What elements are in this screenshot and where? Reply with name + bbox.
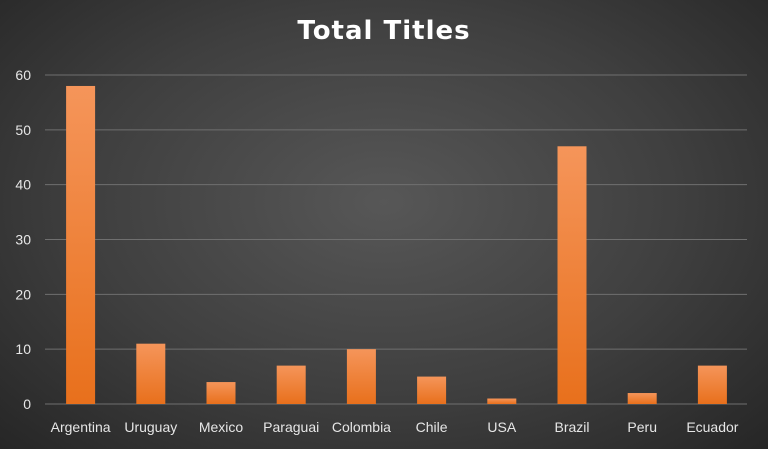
x-tick-label-paraguai: Paraguai	[263, 419, 319, 435]
x-tick-label-usa: USA	[487, 419, 516, 435]
bars	[66, 85, 727, 405]
x-axis-ticks: Argentina Uruguay Mexico Paraguai Colombia Ch…	[51, 419, 739, 435]
x-tick-label-mexico: Mexico	[199, 419, 244, 435]
x-tick-label-argentina: Argentina	[51, 419, 111, 435]
bar-peru	[627, 393, 657, 404]
y-tick-label: 20	[15, 286, 31, 302]
x-tick-label-ecuador: Ecuador	[686, 419, 738, 435]
x-tick-label-uruguay: Uruguay	[124, 419, 177, 435]
bar-uruguay	[136, 343, 166, 404]
y-tick-label: 50	[15, 122, 31, 138]
y-tick-label: 60	[15, 67, 31, 83]
bar-brazil	[557, 146, 587, 405]
bar-argentina	[66, 85, 96, 404]
x-tick-label-peru: Peru	[627, 419, 657, 435]
x-tick-label-brazil: Brazil	[554, 419, 589, 435]
chart-title: Total Titles	[297, 16, 471, 46]
y-axis-ticks: 0 10 20 30 40 50 60	[15, 67, 31, 412]
y-tick-label: 40	[15, 177, 31, 193]
y-tick-label: 30	[15, 232, 31, 248]
x-tick-label-colombia: Colombia	[332, 419, 391, 435]
bar-colombia	[346, 349, 376, 404]
y-tick-label: 10	[15, 341, 31, 357]
bar-chile	[417, 376, 447, 404]
bar-mexico	[206, 382, 236, 404]
y-tick-label: 0	[23, 396, 31, 412]
bar-usa	[487, 398, 517, 404]
bar-paraguai	[276, 365, 306, 404]
bar-ecuador	[697, 365, 727, 404]
x-tick-label-chile: Chile	[416, 419, 448, 435]
